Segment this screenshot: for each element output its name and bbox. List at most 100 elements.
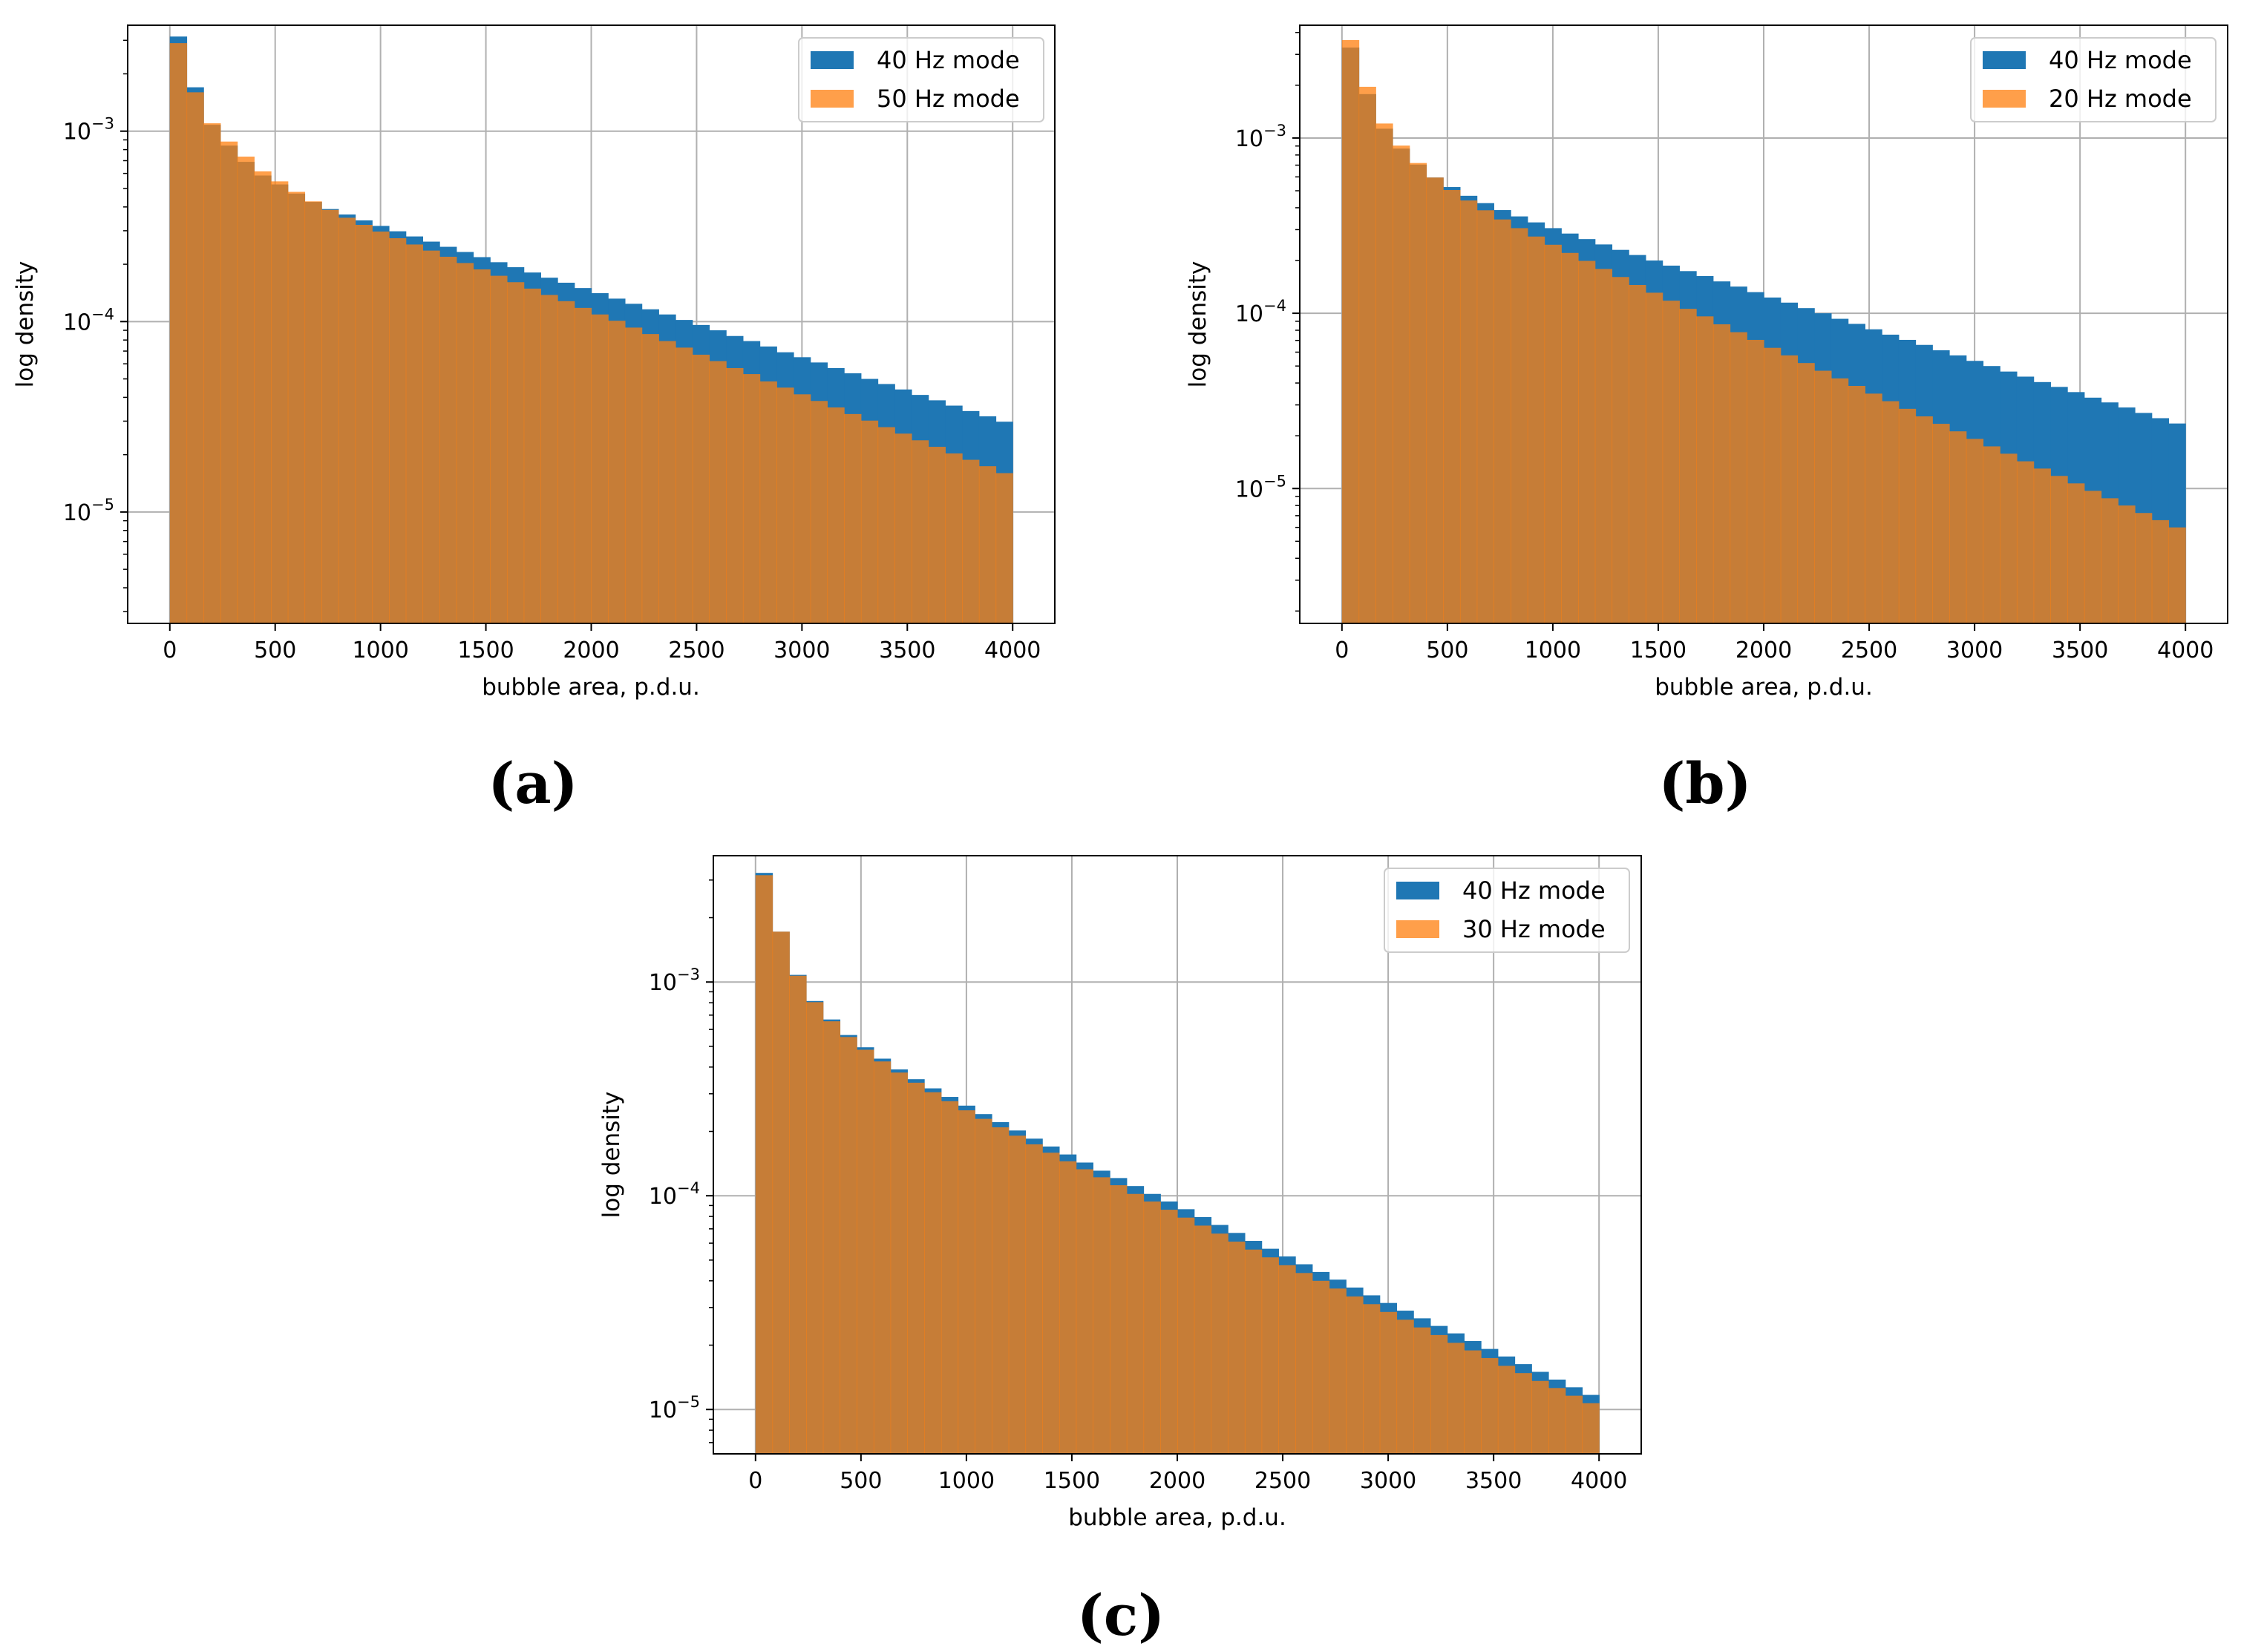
bar-series2 [675,347,693,623]
bar-series2 [945,453,963,623]
y-tick-label: 10−3 [649,966,700,996]
bar-series2 [978,466,997,623]
x-tick-label: 0 [163,637,177,663]
x-tick-label: 500 [254,637,296,663]
bar-series2 [1443,190,1461,623]
bar-series2 [806,1002,824,1454]
bar-series2 [1008,1135,1027,1454]
bar-series2 [1261,1257,1279,1454]
bar-series2 [1511,228,1528,623]
bar-series2 [1898,408,1917,623]
bar-series2 [928,447,946,623]
bar-series2 [1544,244,1562,623]
bar-series2 [372,232,390,623]
bar-series2 [940,1101,959,1454]
bar-series2 [1578,260,1596,623]
bar-series2 [1594,269,1613,623]
bar-series2 [1110,1185,1128,1454]
bar-series2 [1764,347,1782,623]
bar-series2 [473,269,491,623]
bar-series2 [1831,378,1849,623]
bar-series2 [1565,1395,1583,1454]
bar-series2 [1295,1273,1313,1454]
x-tick-label: 2500 [1841,637,1897,663]
bar-series2 [992,1127,1010,1454]
bar-series2 [1143,1201,1161,1454]
panel-a-xlabel: bubble area, p.d.u. [482,674,700,701]
y-tick-label: 10−5 [63,496,114,526]
panel-b-frame [1299,24,2228,624]
bar-series2 [1662,301,1680,623]
panel-c-frame [713,855,1642,1455]
bar-series2 [1346,1296,1364,1454]
bar-series2 [591,314,609,623]
bar-series2 [2067,483,2085,623]
panel-a-ylabel: log density [12,261,39,388]
bar-series2 [840,1037,857,1454]
bar-series2 [844,413,862,623]
panel-c-legend-swatch-30hz [1396,920,1439,938]
bar-series2 [1396,1320,1414,1454]
x-tick-label: 1500 [1630,637,1687,663]
bar-series2 [1780,355,1799,623]
panel-c-legend-label-40hz: 40 Hz mode [1462,876,1606,905]
x-tick-label: 3000 [1360,1468,1416,1494]
bar-series2 [894,433,912,623]
bar-series2 [2168,527,2186,623]
bar-series2 [2151,519,2170,623]
bar-series2 [995,473,1013,623]
bar-series2 [1059,1161,1077,1454]
x-tick-label: 1500 [1044,1468,1100,1494]
bar-series2 [1393,145,1410,624]
x-tick-label: 500 [1426,637,1468,663]
bar-series2 [304,201,322,624]
y-tick-label: 10−4 [1235,297,1286,327]
bar-series2 [388,237,407,623]
bar-series2 [624,327,643,623]
bar-series2 [1312,1280,1330,1454]
panel-b-legend-label-40hz: 40 Hz mode [2049,46,2192,74]
bar-series2 [355,225,373,623]
bar-series2 [1966,439,1984,623]
bar-series2 [557,301,575,623]
panel-a-legend-label-40hz: 40 Hz mode [877,46,1020,74]
bar-series2 [877,427,895,623]
bar-series2 [1865,393,1882,623]
x-tick-label: 3500 [879,637,935,663]
panel-b-label: (b) [1658,750,1751,816]
bar-series2 [1582,1403,1600,1454]
bar-series2 [1413,1327,1431,1454]
bar-series2 [1814,370,1832,623]
bar-series2 [1459,200,1478,623]
panel-a-frame [127,24,1056,624]
x-tick-label: 2500 [1254,1468,1311,1494]
bar-series2 [873,1061,892,1454]
x-tick-label: 3500 [1465,1468,1522,1494]
bar-series2 [907,1082,925,1454]
y-tick-label: 10−4 [649,1179,700,1210]
y-tick-label: 10−5 [1235,472,1286,502]
bar-series2 [776,387,794,623]
bar-series2 [1514,1373,1532,1454]
bar-series2 [1629,285,1646,623]
bar-series2 [742,374,761,623]
bar-series2 [1379,1311,1398,1454]
panel-b-ylabel: log density [1185,261,1211,388]
panel-c-bars [755,873,1600,1454]
panel-c-xlabel: bubble area, p.d.u. [1068,1504,1286,1531]
bar-series2 [338,217,356,623]
x-tick-label: 3500 [2052,637,2108,663]
bar-series2 [789,975,807,1454]
bar-series2 [759,381,777,623]
bar-series2 [827,407,845,623]
y-tick-label: 10−3 [63,115,114,145]
bar-series2 [975,1118,992,1454]
bar-series2 [1730,332,1747,623]
bar-series2 [1696,316,1714,623]
bar-series2 [1645,292,1663,623]
bar-series2 [2000,453,2018,623]
panel-c-ticks: 0 500 1000 1500 2000 2500 3000 3500 4000 10−3 10−4… [649,879,1627,1494]
panel-b: 0 500 1000 1500 2000 2500 3000 3500 4000 10−3 10−4… [1185,24,2228,816]
bar-series2 [1932,424,1950,623]
panel-a-legend-swatch-40hz [811,51,854,69]
